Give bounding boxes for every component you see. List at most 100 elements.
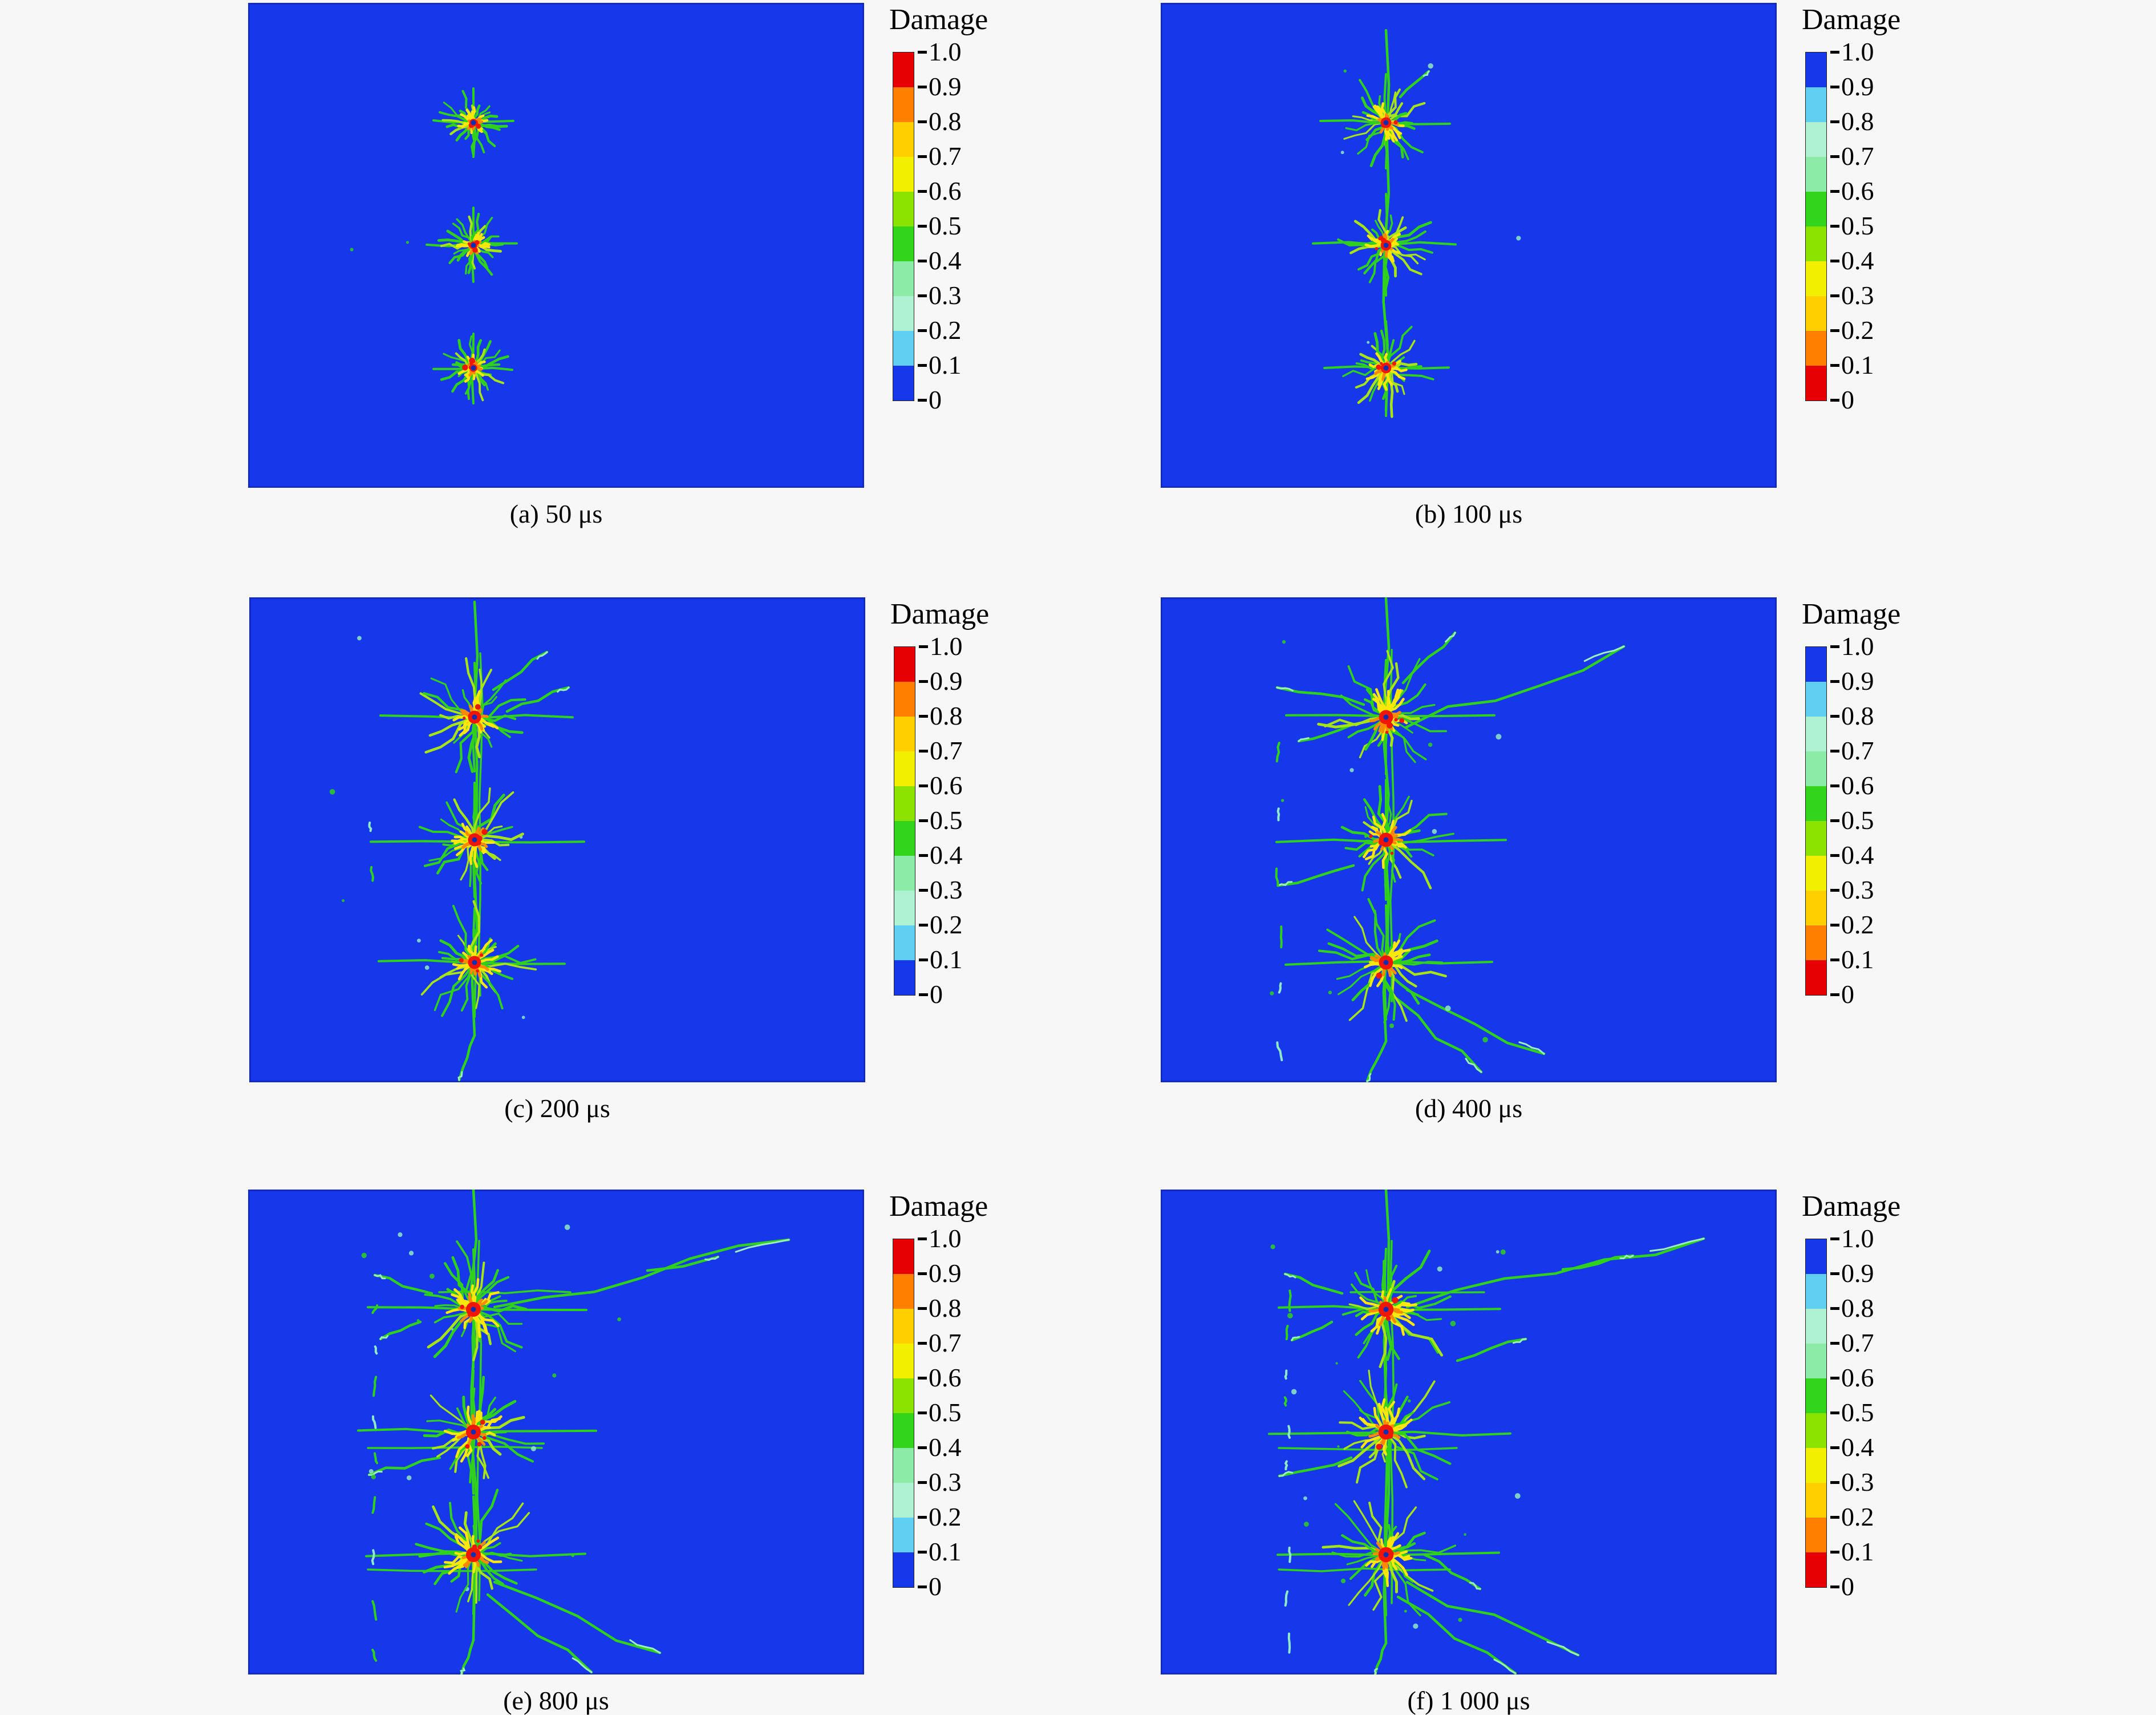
colorbar-band bbox=[1806, 331, 1826, 366]
colorbar-tick-label: 0 bbox=[1830, 1573, 1854, 1600]
tick-mark bbox=[918, 1341, 927, 1345]
colorbar-tick-label: 0.2 bbox=[918, 317, 962, 344]
colorbar-band bbox=[894, 682, 915, 717]
colorbar-tick-label: 0.5 bbox=[918, 1399, 962, 1426]
tick-mark bbox=[1830, 363, 1839, 367]
colorbar-band bbox=[1806, 1344, 1826, 1378]
tick-mark bbox=[1830, 819, 1839, 822]
colorbar-band bbox=[1806, 261, 1826, 296]
colorbar-bands bbox=[894, 646, 915, 996]
colorbar-tick-label: 0.5 bbox=[1830, 807, 1874, 834]
tick-mark bbox=[919, 819, 928, 822]
colorbar-band bbox=[1806, 1413, 1826, 1448]
colorbar-band bbox=[1806, 682, 1826, 717]
tick-mark bbox=[1830, 714, 1839, 718]
colorbar-bands bbox=[1805, 1239, 1827, 1588]
tick-mark bbox=[918, 1237, 927, 1240]
colorbar-band bbox=[894, 856, 915, 891]
colorbar-tick-label: 0.7 bbox=[1830, 143, 1874, 170]
colorbar-tick-label: 0.7 bbox=[918, 143, 962, 170]
colorbar-tick-label: 1.0 bbox=[918, 38, 962, 66]
colorbar-band bbox=[1806, 1378, 1826, 1413]
colorbar-band bbox=[1806, 786, 1826, 821]
tick-mark bbox=[1830, 784, 1839, 787]
colorbar-tick-label: 0.8 bbox=[1830, 108, 1874, 135]
tick-mark bbox=[918, 1411, 927, 1414]
colorbar-tick-label: 0.4 bbox=[919, 842, 963, 869]
tick-mark bbox=[1830, 294, 1839, 297]
colorbar-band bbox=[893, 1413, 914, 1448]
tick-mark bbox=[919, 958, 928, 961]
colorbar-tick-label: 0.1 bbox=[918, 351, 962, 379]
colorbar-tick-label: 0.6 bbox=[919, 772, 963, 799]
colorbar-tick-label: 0.9 bbox=[1830, 668, 1874, 695]
tick-mark bbox=[918, 1481, 927, 1484]
colorbar-tick-label: 0 bbox=[1830, 386, 1854, 414]
damage-plot-c bbox=[249, 597, 865, 1082]
damage-contour-svg-e bbox=[357, 1190, 791, 1674]
colorbar-band bbox=[1806, 891, 1826, 925]
tick-mark bbox=[918, 259, 927, 262]
colorbar-tick-label: 0.8 bbox=[1830, 1295, 1874, 1322]
colorbar-title: Damage bbox=[889, 3, 988, 36]
colorbar-tick-label: 0 bbox=[919, 981, 943, 1008]
colorbar-band bbox=[893, 366, 914, 401]
colorbar-bands bbox=[1805, 646, 1827, 996]
colorbar-band bbox=[1806, 751, 1826, 786]
colorbar-band bbox=[894, 717, 915, 751]
tick-mark bbox=[919, 645, 928, 648]
colorbar-tick-label: 0.5 bbox=[918, 212, 962, 240]
colorbar-band bbox=[1806, 960, 1826, 995]
colorbar-tick-label: 0.3 bbox=[918, 1469, 962, 1496]
colorbar-tick-label: 0 bbox=[918, 386, 942, 414]
tick-mark bbox=[1830, 1585, 1839, 1588]
colorbar-band bbox=[1806, 1448, 1826, 1483]
colorbar-band bbox=[1806, 856, 1826, 891]
colorbar-tick-label: 0.5 bbox=[1830, 1399, 1874, 1426]
colorbar: 1.0 0.9 0.8 0.7 0.6 0.5 0.4 0.3 0.2 0.1 0 bbox=[888, 39, 1071, 423]
colorbar-legend-e: Damage 1.0 0.9 0.8 0.7 0.6 0.5 0.4 0.3 0.2 0.1 0 bbox=[888, 1192, 1071, 1609]
tick-mark bbox=[1830, 1341, 1839, 1345]
panel-caption-e: (e) 800 μs bbox=[503, 1686, 609, 1715]
tick-mark bbox=[1830, 329, 1839, 332]
tick-mark bbox=[918, 363, 927, 367]
colorbar-band bbox=[894, 751, 915, 786]
colorbar-title: Damage bbox=[1802, 1190, 1901, 1223]
colorbar-tick-label: 0.6 bbox=[1830, 1364, 1874, 1392]
panel-caption-b: (b) 100 μs bbox=[1415, 499, 1523, 528]
colorbar: 1.0 0.9 0.8 0.7 0.6 0.5 0.4 0.3 0.2 0.1 0 bbox=[1801, 633, 1983, 1017]
colorbar-band bbox=[1806, 192, 1826, 226]
colorbar-title: Damage bbox=[889, 1190, 988, 1223]
colorbar-tick-label: 1.0 bbox=[919, 633, 963, 660]
colorbar-tick-label: 0.1 bbox=[918, 1538, 962, 1566]
colorbar-tick-label: 0.1 bbox=[1830, 351, 1874, 379]
colorbar-tick-label: 0.9 bbox=[918, 1260, 962, 1287]
colorbar-tick-label: 0.7 bbox=[919, 737, 963, 765]
colorbar: 1.0 0.9 0.8 0.7 0.6 0.5 0.4 0.3 0.2 0.1 0 bbox=[1801, 1225, 1983, 1609]
colorbar-band bbox=[1806, 1518, 1826, 1552]
tick-mark bbox=[918, 1515, 927, 1519]
tick-mark bbox=[918, 155, 927, 158]
tick-mark bbox=[919, 923, 928, 927]
panel-e: Damage 1.0 0.9 0.8 0.7 0.6 0.5 0.4 0.3 0.2 0.1 0 (… bbox=[248, 1190, 1218, 1715]
colorbar-band bbox=[1806, 821, 1826, 856]
colorbar-tick-label: 0.1 bbox=[919, 946, 963, 973]
panel-b: Damage 1.0 0.9 0.8 0.7 0.6 0.5 0.4 0.3 0.2 0.1 0 (… bbox=[1161, 3, 2130, 573]
colorbar-band bbox=[1806, 87, 1826, 122]
colorbar-tick-label: 0.3 bbox=[918, 282, 962, 309]
colorbar-band bbox=[1806, 1552, 1826, 1587]
colorbar-title: Damage bbox=[890, 598, 990, 630]
colorbar-band bbox=[893, 1344, 914, 1378]
colorbar-tick-label: 1.0 bbox=[1830, 1225, 1874, 1252]
tick-mark bbox=[918, 1550, 927, 1554]
tick-mark bbox=[918, 1446, 927, 1449]
colorbar-tick-label: 0.6 bbox=[918, 177, 962, 205]
tick-mark bbox=[919, 714, 928, 718]
colorbar-tick-label: 0.8 bbox=[1830, 702, 1874, 730]
tick-mark bbox=[918, 398, 927, 402]
colorbar: 1.0 0.9 0.8 0.7 0.6 0.5 0.4 0.3 0.2 0.1 0 bbox=[1801, 39, 1983, 423]
panel-caption-d: (d) 400 μs bbox=[1415, 1094, 1523, 1123]
tick-mark bbox=[1830, 259, 1839, 262]
tick-mark bbox=[1830, 398, 1839, 402]
colorbar-band bbox=[1806, 717, 1826, 751]
